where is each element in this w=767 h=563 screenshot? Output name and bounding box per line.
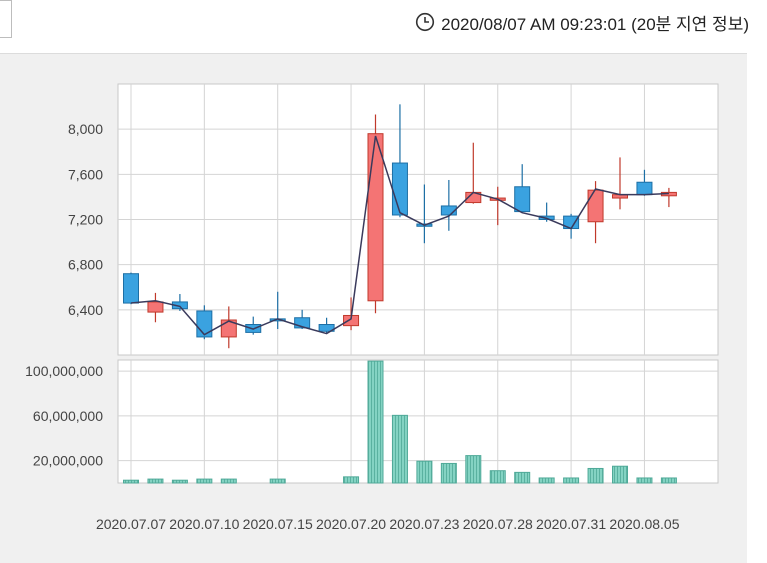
candle-body [587,189,604,223]
x-tick-label: 2020.07.20 [316,516,386,532]
volume-bar [514,471,531,484]
x-tick-label: 2020.07.23 [389,516,459,532]
candle-body [391,162,408,216]
price-tick-label: 8,000 [68,121,103,137]
timestamp-text: 2020/08/07 AM 09:23:01 (20분 지연 정보) [441,14,749,34]
candle-body [220,319,237,338]
volume-bar [343,476,360,484]
volume-bar [220,478,237,484]
x-tick-label: 2020.07.28 [463,516,533,532]
volume-bar [367,360,384,484]
candle-body [123,273,139,304]
volume-bar [196,478,213,484]
candle-body [440,205,457,216]
clock-icon [415,12,435,32]
volume-bar [416,460,433,484]
volume-bar [538,477,555,484]
volume-bar [465,455,482,484]
x-tick-label: 2020.08.05 [609,516,679,532]
volume-tick-label: 60,000,000 [33,408,103,424]
volume-tick-label: 20,000,000 [33,453,103,469]
candle-body [636,181,653,196]
volume-bar [269,478,286,484]
x-tick-label: 2020.07.31 [536,516,606,532]
volume-tick-label: 100,000,000 [25,363,103,379]
volume-bar [489,470,506,484]
volume-bar [123,479,139,484]
volume-bar [636,477,653,484]
x-tick-label: 2020.07.10 [169,516,239,532]
volume-bar [391,414,408,484]
x-tick-label: 2020.07.15 [243,516,313,532]
price-tick-label: 6,800 [68,257,103,273]
volume-bar [587,467,604,484]
volume-bar [660,477,677,484]
candle-body [294,317,311,329]
data-timestamp: 2020/08/07 AM 09:23:01 (20분 지연 정보) [415,8,749,36]
price-tick-label: 7,600 [68,166,103,182]
volume-bar [440,462,457,484]
volume-bar [612,465,628,484]
candle-body [514,186,531,213]
candle-body [318,324,335,332]
stock-chart: 6,400 6,800 7,200 7,600 8,000 20,000,000 60,00… [25,83,719,532]
candle-body [196,310,213,338]
search-input-edge[interactable] [0,0,12,38]
volume-bar [563,477,580,484]
price-tick-label: 7,200 [68,212,103,228]
volume-bar [147,478,164,484]
candle-body [367,133,384,302]
x-tick-label: 2020.07.07 [96,516,166,532]
price-tick-label: 6,400 [68,302,103,318]
volume-bar [171,479,188,484]
candle-body [147,301,164,313]
price-line [130,135,669,336]
stock-chart-panel: 6,400 6,800 7,200 7,600 8,000 20,000,000 60,00… [0,53,747,563]
